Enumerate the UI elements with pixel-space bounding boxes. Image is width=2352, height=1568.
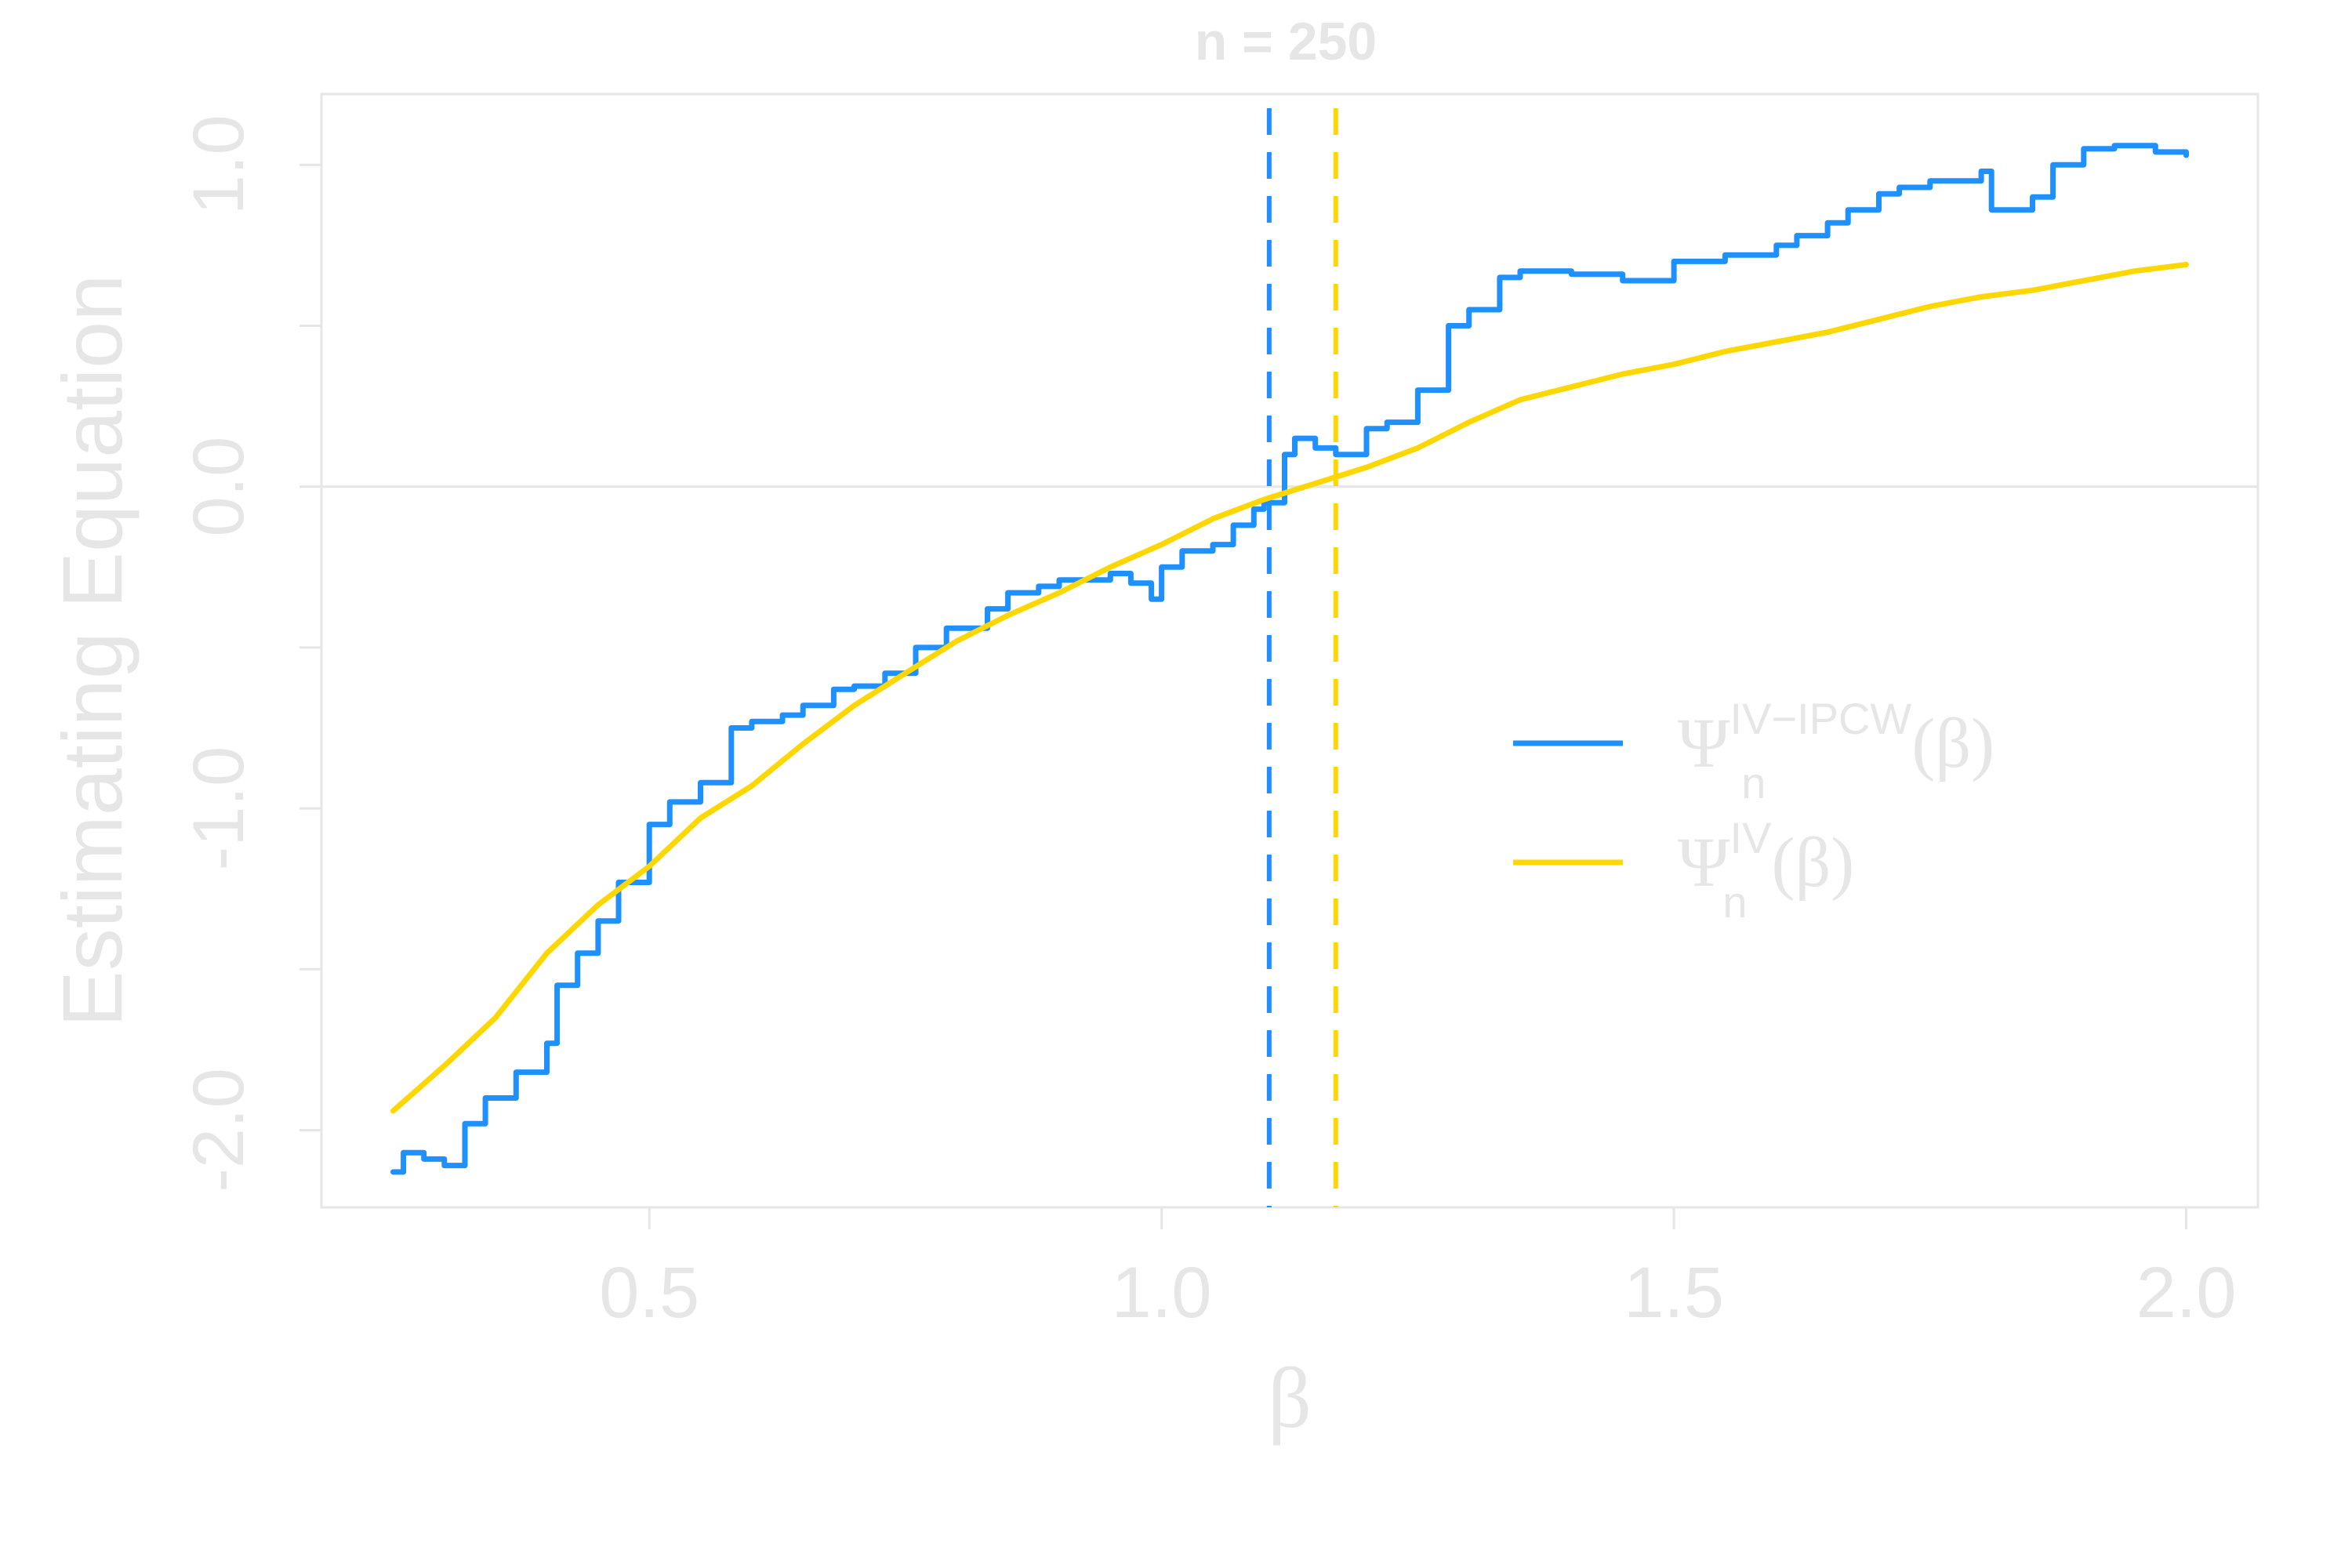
plot-frame — [320, 93, 2259, 1209]
x-tick-label: 2.0 — [2136, 1253, 2237, 1333]
legend: ΨIV−IPCW n(β)ΨIV n(β) — [1513, 694, 1994, 927]
y-axis-label: Estimating Equation — [45, 274, 140, 1028]
x-tick-label: 0.5 — [599, 1253, 699, 1333]
y-tick-label: -2.0 — [179, 1068, 259, 1192]
legend-label-0: ΨIV−IPCW n(β) — [1678, 694, 1994, 808]
chart-title: n = 250 — [1195, 12, 1377, 71]
series-line-0 — [390, 143, 2189, 1175]
x-axis-label: β — [1268, 1350, 1312, 1446]
y-tick-label: -1.0 — [179, 746, 259, 871]
x-tick-label: 1.5 — [1624, 1253, 1724, 1333]
x-tick-label: 1.0 — [1112, 1253, 1212, 1333]
series-line-1 — [390, 262, 2189, 1114]
legend-label-1: ΨIV n(β) — [1678, 813, 1854, 927]
y-tick-label: 0.0 — [179, 437, 259, 537]
y-tick-label: 1.0 — [179, 114, 259, 215]
